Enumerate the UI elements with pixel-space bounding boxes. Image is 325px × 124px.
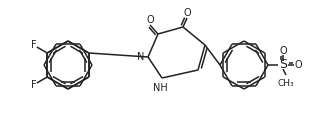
Text: O: O (294, 60, 302, 70)
Text: S: S (279, 59, 287, 72)
Text: O: O (146, 15, 154, 25)
Text: N: N (136, 52, 144, 62)
Text: F: F (32, 41, 37, 50)
Text: O: O (279, 46, 287, 56)
Text: F: F (32, 79, 37, 90)
Text: CH₃: CH₃ (278, 79, 294, 88)
Text: NH: NH (153, 83, 167, 93)
Text: O: O (183, 8, 191, 18)
